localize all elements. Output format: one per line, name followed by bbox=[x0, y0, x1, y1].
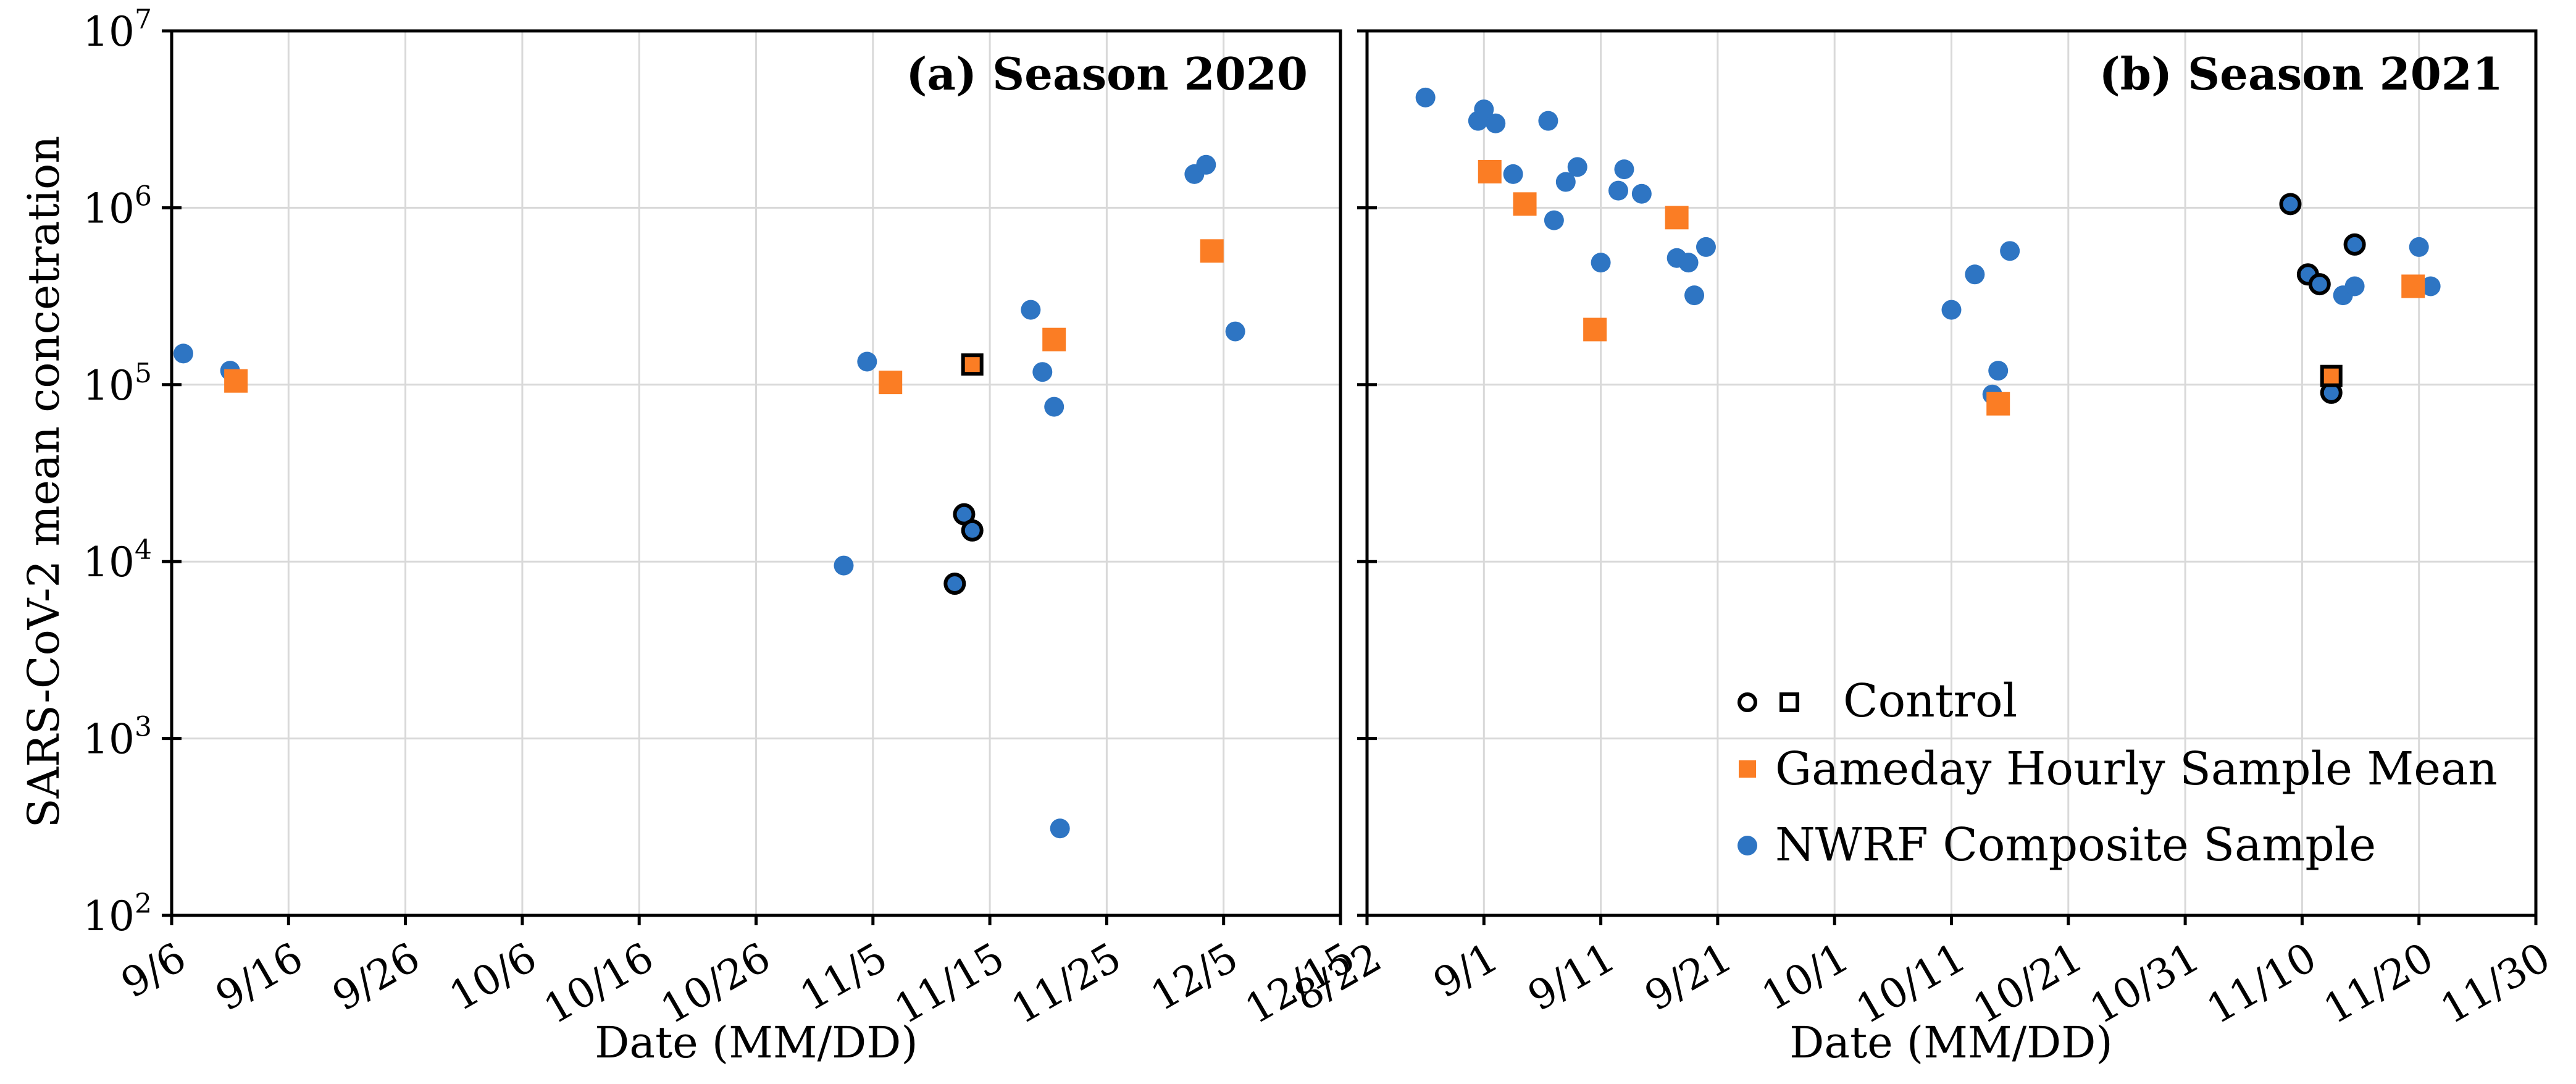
y-tick-label: 107 bbox=[83, 4, 152, 56]
nwrf-point bbox=[1050, 818, 1070, 839]
nwrf-point bbox=[1614, 159, 1634, 180]
legend-nwrf-marker bbox=[1738, 836, 1757, 855]
nwrf-point bbox=[1415, 87, 1436, 107]
x-tick-label: 10/6 bbox=[441, 933, 545, 1020]
nwrf-point bbox=[1538, 111, 1558, 131]
nwrf-point bbox=[173, 343, 193, 364]
nwrf-point bbox=[2344, 276, 2365, 296]
panel-title-season-2020: (a) Season 2020 bbox=[906, 48, 1308, 100]
control-point-circle bbox=[2308, 273, 2331, 296]
nwrf-point bbox=[1225, 321, 1245, 342]
y-tick-label: 102 bbox=[83, 888, 152, 940]
control-point-circle bbox=[961, 519, 984, 542]
marks-season-2020 bbox=[173, 154, 1245, 839]
gameday-point bbox=[879, 371, 903, 395]
nwrf-point bbox=[1021, 300, 1041, 320]
y-tick-label: 104 bbox=[83, 534, 152, 586]
x-tick-label: 11/10 bbox=[2199, 933, 2324, 1033]
legend-label-gameday: Gameday Hourly Sample Mean bbox=[1775, 742, 2498, 796]
legend: Control Gameday Hourly Sample Mean NWRF … bbox=[1738, 674, 2498, 872]
nwrf-point bbox=[857, 351, 877, 372]
control-point-square bbox=[961, 353, 984, 376]
legend-control-circle-marker bbox=[1738, 692, 1757, 712]
nwrf-point bbox=[1608, 180, 1628, 201]
x-axis-title-season-2021: Date (MM/DD) bbox=[1789, 1017, 2112, 1068]
nwrf-point bbox=[1567, 157, 1587, 177]
x-tick-label: 9/6 bbox=[114, 933, 194, 1007]
x-axis-title-season-2020: Date (MM/DD) bbox=[595, 1017, 918, 1068]
nwrf-point bbox=[1486, 113, 1506, 133]
nwrf-point bbox=[1591, 253, 1611, 273]
nwrf-point bbox=[2420, 276, 2441, 296]
nwrf-point bbox=[1696, 237, 1716, 257]
gameday-point bbox=[1200, 239, 1224, 263]
nwrf-point bbox=[1678, 253, 1699, 273]
grid-season-2020 bbox=[172, 31, 1340, 915]
x-tick-label: 12/5 bbox=[1143, 933, 1246, 1020]
gameday-point bbox=[1665, 206, 1689, 230]
legend-control-square-marker bbox=[1779, 692, 1799, 712]
nwrf-point bbox=[1631, 183, 1652, 204]
gameday-point bbox=[1042, 327, 1066, 351]
nwrf-point bbox=[1544, 210, 1564, 230]
control-point-square bbox=[2320, 364, 2343, 387]
nwrf-point bbox=[1941, 300, 1962, 320]
nwrf-point bbox=[1032, 362, 1053, 382]
panel-season-2021: 8/22 9/1 9/11 9/21 10/110/1110/2110/3111/101… bbox=[1286, 29, 2558, 1068]
y-tick-label: 106 bbox=[83, 180, 152, 232]
gameday-point bbox=[224, 369, 248, 393]
nwrf-point bbox=[1196, 154, 1216, 175]
x-tick-label: 11/20 bbox=[2315, 933, 2441, 1033]
gameday-point bbox=[1513, 192, 1537, 216]
x-tick-label: 9/26 bbox=[325, 933, 428, 1020]
nwrf-point bbox=[1965, 264, 1985, 285]
x-tick-label: 11/30 bbox=[2433, 933, 2558, 1033]
x-tick-label: 11/5 bbox=[792, 933, 895, 1020]
x-tick-label: 9/1 bbox=[1426, 933, 1506, 1007]
legend-gameday-marker bbox=[1739, 760, 1756, 778]
y-axis-title: SARS-CoV-2 mean concetration bbox=[19, 136, 69, 828]
nwrf-point bbox=[2409, 237, 2429, 257]
control-point-circle bbox=[2279, 193, 2302, 216]
nwrf-point bbox=[1684, 285, 1705, 306]
nwrf-point bbox=[1474, 99, 1494, 120]
nwrf-point bbox=[1555, 172, 1576, 192]
x-tick-label: 11/25 bbox=[1003, 933, 1129, 1033]
control-point-circle bbox=[2343, 233, 2366, 256]
x-tick-label: 9/16 bbox=[207, 933, 311, 1020]
nwrf-point bbox=[834, 555, 854, 576]
ticks-season-2021: 8/22 9/1 9/11 9/21 10/110/1110/2110/3111/101… bbox=[1286, 29, 2558, 1033]
x-tick-label: 10/1 bbox=[1754, 933, 1857, 1020]
marks-season-2021 bbox=[1415, 87, 2441, 416]
x-tick-label: 9/21 bbox=[1637, 933, 1740, 1020]
nwrf-point bbox=[1044, 397, 1064, 417]
nwrf-point bbox=[2000, 241, 2020, 261]
y-tick-label: 105 bbox=[83, 358, 152, 410]
y-tick-label: 103 bbox=[83, 712, 152, 763]
gameday-point bbox=[1986, 392, 2010, 416]
nwrf-point bbox=[1503, 164, 1523, 184]
panel-title-season-2021: (b) Season 2021 bbox=[2099, 48, 2503, 100]
control-point-circle bbox=[943, 572, 966, 595]
grid-season-2021 bbox=[1367, 31, 2536, 915]
x-tick-label: 9/11 bbox=[1520, 933, 1623, 1020]
nwrf-point bbox=[1988, 361, 2009, 381]
legend-label-control: Control bbox=[1843, 674, 2017, 728]
gameday-point bbox=[1583, 317, 1607, 342]
gameday-point bbox=[2401, 274, 2425, 298]
gameday-point bbox=[1478, 159, 1502, 183]
legend-label-nwrf: NWRF Composite Sample bbox=[1775, 818, 2376, 872]
